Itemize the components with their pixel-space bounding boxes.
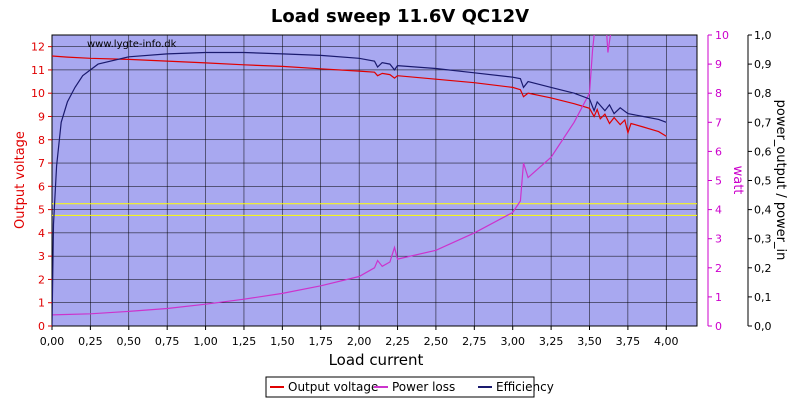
legend-box (265, 376, 535, 398)
left-tick-label: 1 (38, 297, 45, 310)
x-tick-label: 2,25 (385, 335, 410, 348)
efficiency-tick-label: 0,5 (754, 175, 772, 188)
watt-tick-label: 2 (715, 262, 722, 275)
left-tick-label: 3 (38, 250, 45, 263)
left-tick-label: 12 (31, 41, 45, 54)
x-tick-label: 3,25 (539, 335, 564, 348)
watt-tick-label: 5 (715, 175, 722, 188)
x-tick-label: 0,75 (155, 335, 180, 348)
watt-tick-label: 6 (715, 145, 722, 158)
watt-tick-label: 8 (715, 87, 722, 100)
left-tick-label: 0 (38, 320, 45, 333)
x-tick-label: 0,00 (40, 335, 65, 348)
x-tick-label: 1,00 (193, 335, 218, 348)
power-loss-line (52, 35, 612, 316)
watt-tick-label: 3 (715, 233, 722, 246)
efficiency-axis-label: power_output / power_in (773, 100, 788, 261)
x-tick-label: 2,75 (462, 335, 487, 348)
left-tick-label: 5 (38, 204, 45, 217)
left-tick-label: 9 (38, 110, 45, 123)
efficiency-tick-label: 0,8 (754, 87, 772, 100)
x-tick-label: 2,50 (424, 335, 449, 348)
efficiency-line (52, 51, 667, 326)
left-tick-label: 2 (38, 273, 45, 286)
left-axis-label: Output voltage (13, 131, 28, 229)
x-tick-label: 0,50 (117, 335, 142, 348)
efficiency-axis-ticks: 0,0 0,1 0,2 0,3 0,4 0,5 0,6 0,7 0,8 0,9 1,0 (748, 29, 772, 333)
chart-title: Load sweep 11.6V QC12V (271, 6, 529, 27)
x-axis-label: Load current (329, 351, 424, 369)
watt-tick-label: 9 (715, 58, 722, 71)
legend: Output voltage Power loss Efficiency (265, 376, 554, 398)
watt-axis-ticks: 0 1 2 3 4 5 6 7 8 9 10 (708, 29, 729, 333)
x-tick-label: 4,00 (654, 335, 679, 348)
watt-tick-label: 4 (715, 204, 722, 217)
left-tick-label: 7 (38, 157, 45, 170)
watermark: www.lygte-info.dk (87, 39, 177, 50)
efficiency-tick-label: 0,0 (754, 320, 772, 333)
left-tick-label: 10 (31, 87, 45, 100)
efficiency-tick-label: 0,7 (754, 116, 772, 129)
legend-label-output-voltage: Output voltage (288, 380, 378, 394)
left-tick-label: 6 (38, 180, 45, 193)
efficiency-tick-label: 0,6 (754, 145, 772, 158)
efficiency-tick-label: 0,2 (754, 262, 772, 275)
watt-tick-label: 10 (715, 29, 729, 42)
output-voltage-line (52, 55, 667, 137)
left-tick-label: 4 (38, 227, 45, 240)
reference-lines (52, 203, 697, 216)
x-tick-label: 3,75 (616, 335, 641, 348)
watt-tick-label: 1 (715, 291, 722, 304)
left-tick-label: 11 (31, 64, 45, 77)
efficiency-tick-label: 0,3 (754, 233, 772, 246)
watt-tick-label: 7 (715, 116, 722, 129)
series-group (52, 35, 667, 326)
efficiency-tick-label: 1,0 (754, 29, 772, 42)
x-tick-label: 1,25 (232, 335, 257, 348)
left-tick-label: 8 (38, 134, 45, 147)
grid (51, 35, 697, 327)
x-tick-label: 1,50 (270, 335, 295, 348)
efficiency-tick-label: 0,9 (754, 58, 772, 71)
legend-label-power-loss: Power loss (392, 380, 455, 394)
x-axis-ticks: 0,00 0,25 0,50 0,75 1,00 1,25 1,50 1,75 2,00 2,25… (40, 326, 679, 348)
efficiency-tick-label: 0,4 (754, 204, 772, 217)
watt-axis-label: watt (730, 166, 745, 195)
x-tick-label: 0,25 (78, 335, 103, 348)
legend-label-efficiency: Efficiency (496, 380, 554, 394)
watt-tick-label: 0 (715, 320, 722, 333)
x-tick-label: 3,50 (577, 335, 602, 348)
x-tick-label: 3,00 (500, 335, 525, 348)
x-tick-label: 2,00 (347, 335, 372, 348)
efficiency-tick-label: 0,1 (754, 291, 772, 304)
x-tick-label: 1,75 (309, 335, 334, 348)
plot-area (51, 34, 698, 327)
